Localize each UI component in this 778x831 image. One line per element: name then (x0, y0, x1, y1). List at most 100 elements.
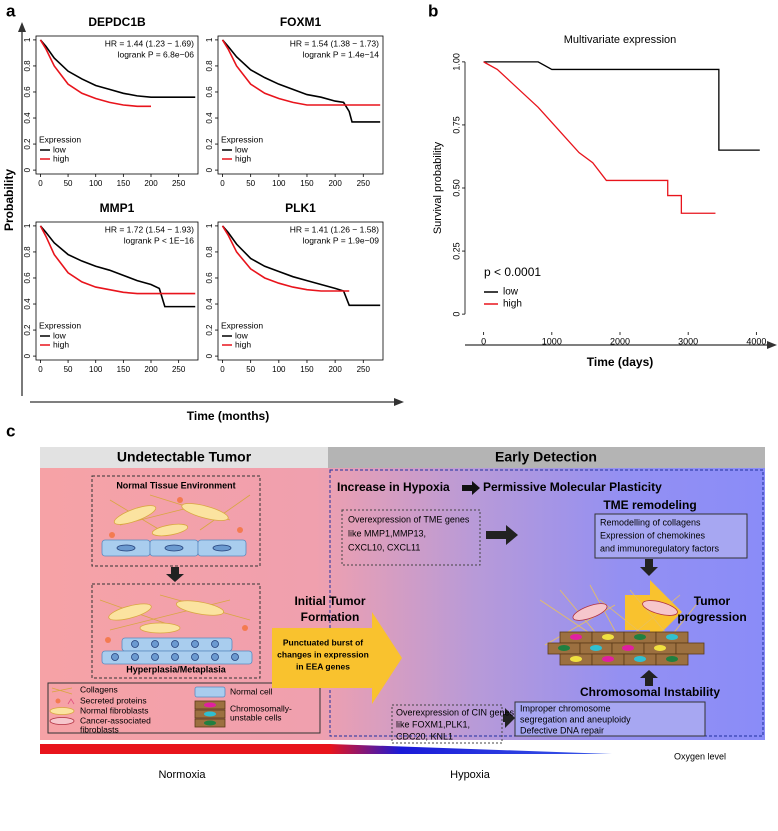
x-tick-label: 3000 (678, 336, 698, 346)
plot-frame (35, 221, 199, 361)
legend-label: high (53, 339, 69, 349)
annotation: HR = 1.41 (1.26 − 1.58) (290, 224, 379, 234)
y-tick-label: 0 (23, 167, 32, 172)
x-tick-label: 250 (172, 365, 186, 374)
x-tick-label: 4000 (746, 336, 766, 346)
panel-label: b (428, 1, 438, 20)
down-arrow (166, 567, 184, 582)
annotation: HR = 1.44 (1.23 − 1.69) (105, 38, 194, 48)
y-tick-label: 0.25 (451, 242, 461, 260)
plot-frame (35, 35, 199, 175)
x-tick-label: 0 (38, 365, 43, 374)
x-tick-label: 100 (89, 365, 103, 374)
cin-box (514, 701, 706, 737)
hyperplasia-art (99, 594, 253, 665)
y-axis-label: Survival probability (432, 141, 444, 234)
x-tick-label: 150 (117, 179, 131, 188)
normoxia-bar (40, 744, 330, 754)
box-text: CDC20, KNL1 (396, 731, 453, 741)
chart-title: DEPDC1B (88, 15, 146, 29)
survival-curve (39, 39, 196, 98)
y-tick-label: 1.00 (451, 53, 461, 71)
down-arrow (640, 559, 658, 576)
normal-box (91, 475, 261, 567)
axis-note: Hypoxia (450, 769, 491, 781)
x-tick-label: 150 (117, 365, 131, 374)
y-tick-label: 0.4 (23, 298, 32, 310)
x-axis-label: Time (months) (187, 409, 269, 423)
survival-curve (221, 39, 381, 123)
y-tick-label: 0.2 (205, 138, 214, 150)
legend-label: unstable cells (230, 712, 282, 722)
legend-box (47, 682, 321, 734)
y-tick-label: 0 (205, 167, 214, 172)
x-tick-label: 50 (64, 365, 73, 374)
survival-curve (39, 225, 196, 308)
hyperplasia-box (91, 583, 261, 679)
y-tick-label: 0.6 (205, 272, 214, 284)
box-text: Remodelling of collagens (600, 517, 701, 527)
arrow-head (18, 22, 26, 32)
section-title: Chromosomal Instability (580, 685, 720, 699)
y-tick-label: 0.6 (23, 86, 32, 98)
y-tick-label: 0.4 (205, 298, 214, 310)
x-tick-label: 250 (172, 179, 186, 188)
legend-label: low (53, 144, 67, 154)
y-tick-label: 0.8 (23, 60, 32, 72)
box-text: Defective DNA repair (520, 725, 604, 735)
legend-label: high (53, 153, 69, 163)
annotation: logrank P < 1E−16 (124, 235, 195, 245)
y-tick-label: 0.6 (205, 86, 214, 98)
x-tick-label: 100 (272, 365, 286, 374)
legend-label: Normal fibroblasts (80, 705, 149, 715)
up-arrow (640, 670, 658, 686)
x-tick-label: 150 (300, 179, 314, 188)
annotation: HR = 1.72 (1.54 − 1.93) (105, 224, 194, 234)
plot-frame (217, 35, 384, 175)
box-text: segregation and aneuploidy (520, 714, 631, 724)
header: Undetectable Tumor (117, 449, 252, 465)
stage-label: progression (677, 610, 746, 624)
x-tick-label: 0 (220, 179, 225, 188)
tumor-art (539, 584, 705, 666)
annotation: HR = 1.54 (1.38 − 1.73) (290, 38, 379, 48)
x-tick-label: 100 (272, 179, 286, 188)
legend-label: Cancer-associated (80, 715, 151, 725)
box-title: Hyperplasia/Metaplasia (126, 664, 227, 674)
x-tick-label: 200 (144, 179, 158, 188)
normal-tissue-art (101, 494, 251, 557)
panel-label: c (6, 421, 15, 440)
legend-label: Chromosomally- (230, 703, 292, 713)
x-axis-label: Time (days) (587, 355, 653, 369)
x-tick-label: 0 (38, 179, 43, 188)
legend-icons (49, 686, 226, 728)
y-tick-label: 0 (23, 353, 32, 358)
y-tick-label: 0 (205, 353, 214, 358)
yellow-arrow (272, 612, 402, 704)
right-arrow (486, 525, 518, 545)
chart-title: PLK1 (285, 201, 316, 215)
stage-label: Tumor (694, 594, 731, 608)
legend-title: Expression (221, 134, 263, 144)
annotation: logrank P = 1.9e−09 (303, 235, 380, 245)
y-tick-label: 0.4 (23, 112, 32, 124)
survival-curve (483, 61, 760, 151)
y-tick-label: 0.75 (451, 116, 461, 134)
axis-note: Normoxia (158, 769, 206, 781)
y-tick-label: 0.4 (205, 112, 214, 124)
y-tick-label: 1 (205, 37, 214, 42)
survival-curve (221, 39, 381, 106)
legend-label: Collagens (80, 684, 118, 694)
legend-label: high (503, 299, 522, 310)
y-tick-label: 0.2 (23, 324, 32, 336)
box-text: Expression of chemokines (600, 530, 706, 540)
y-tick-label: 0.2 (23, 138, 32, 150)
chart-title: Multivariate expression (564, 34, 677, 46)
survival-curve (39, 39, 152, 108)
x-tick-label: 250 (357, 179, 371, 188)
box-text: like MMP1,MMP13, (348, 528, 426, 538)
plasticity-label: Permissive Molecular Plasticity (483, 480, 662, 494)
box-text: like FOXM1,PLK1, (396, 719, 470, 729)
plot-frame (217, 221, 384, 361)
survival-curve (483, 61, 716, 214)
